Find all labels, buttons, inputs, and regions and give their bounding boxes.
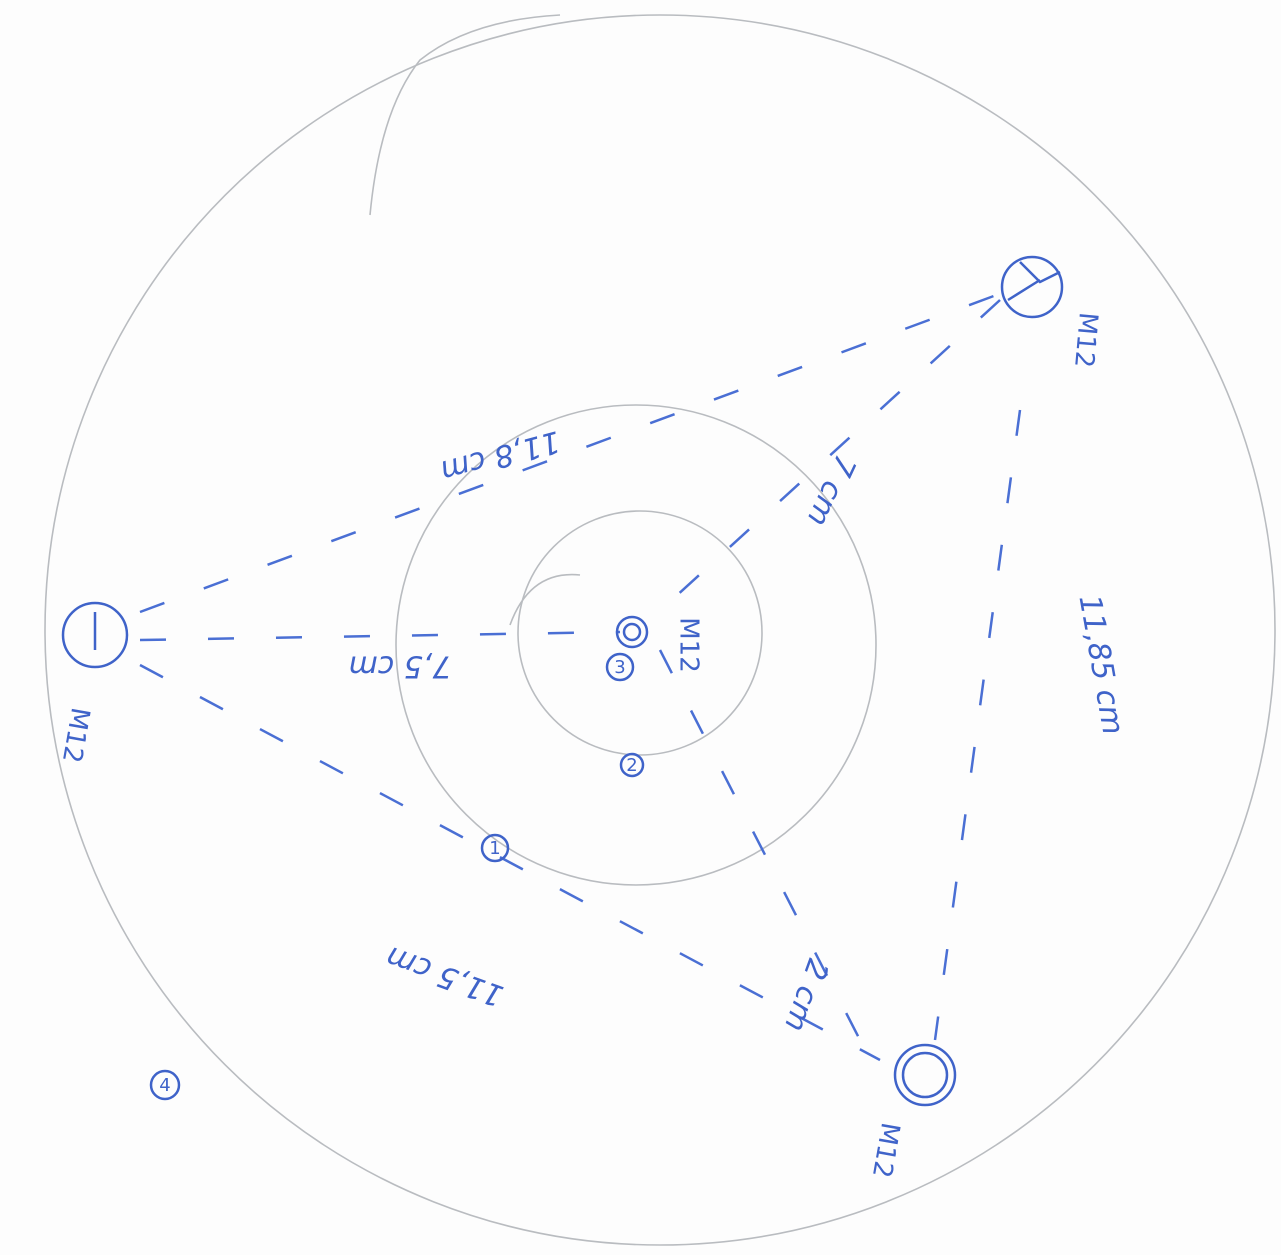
hole-circle <box>622 622 642 642</box>
hole-bottom <box>893 1043 957 1107</box>
marker-circle <box>149 1069 181 1101</box>
hole-left <box>61 601 129 669</box>
hole-circle <box>893 1043 957 1107</box>
marker-label: 3 <box>614 657 625 678</box>
pencil-arc <box>509 573 581 626</box>
marker-circle <box>480 833 510 863</box>
dashed-line <box>658 649 862 1041</box>
marker-label: 4 <box>159 1075 170 1096</box>
pencil-stroke <box>369 14 561 216</box>
dashed-line <box>139 630 621 642</box>
hole-circle <box>1000 255 1064 319</box>
marker-2: 2 <box>619 752 645 778</box>
marker-3: 3 <box>605 652 635 682</box>
dashed-line <box>139 288 1011 614</box>
outer-circle <box>44 14 1276 1246</box>
dashed-line <box>139 663 881 1062</box>
marker-circle <box>619 752 645 778</box>
hole-label: M12 <box>674 617 704 673</box>
marker-1: 1 <box>480 833 510 863</box>
hole-circle <box>901 1051 949 1099</box>
hole-circle <box>61 601 129 669</box>
inner-circle <box>517 510 763 756</box>
hole-circle <box>615 615 649 649</box>
dimension-label: 7,5 cm <box>349 649 452 684</box>
hole-label: M12 <box>1068 311 1103 369</box>
marker-label: 2 <box>626 755 637 776</box>
marker-4: 4 <box>149 1069 181 1101</box>
middle-circle <box>395 404 877 886</box>
dashed-line <box>649 299 1001 621</box>
hole-top-right <box>1000 255 1064 319</box>
hole-center <box>615 615 649 649</box>
marker-label: 1 <box>489 838 500 859</box>
dashed-lines <box>139 288 1022 1062</box>
hole-cross <box>1007 261 1061 302</box>
marker-circle <box>605 652 635 682</box>
